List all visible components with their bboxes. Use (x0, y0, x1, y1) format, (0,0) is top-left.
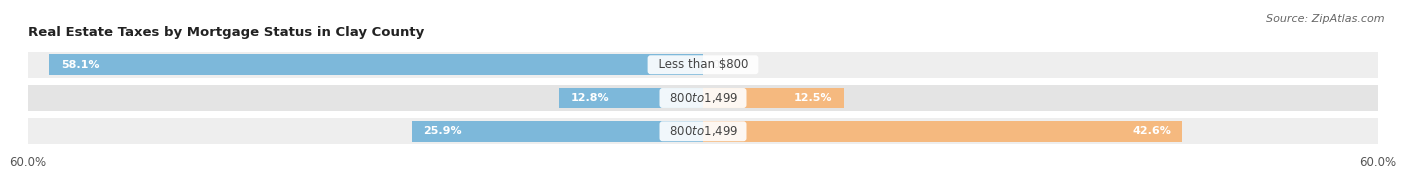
Text: 25.9%: 25.9% (423, 126, 461, 136)
Bar (28, 85, 1378, 111)
Text: Source: ZipAtlas.com: Source: ZipAtlas.com (1267, 14, 1385, 24)
Text: Real Estate Taxes by Mortgage Status in Clay County: Real Estate Taxes by Mortgage Status in … (28, 26, 425, 39)
Text: Less than $800: Less than $800 (651, 58, 755, 71)
Text: $800 to $1,499: $800 to $1,499 (662, 91, 744, 105)
Bar (412, 121, 703, 142)
Text: 58.1%: 58.1% (60, 60, 100, 70)
Text: 0.0%: 0.0% (711, 60, 740, 70)
Bar (49, 54, 703, 75)
Bar (560, 88, 703, 108)
Text: 12.8%: 12.8% (571, 93, 609, 103)
Bar (28, 52, 1378, 78)
Bar (28, 118, 1378, 144)
Bar (703, 88, 844, 108)
Text: $800 to $1,499: $800 to $1,499 (662, 124, 744, 138)
Text: 42.6%: 42.6% (1132, 126, 1171, 136)
Bar (703, 121, 1182, 142)
Text: 12.5%: 12.5% (794, 93, 832, 103)
